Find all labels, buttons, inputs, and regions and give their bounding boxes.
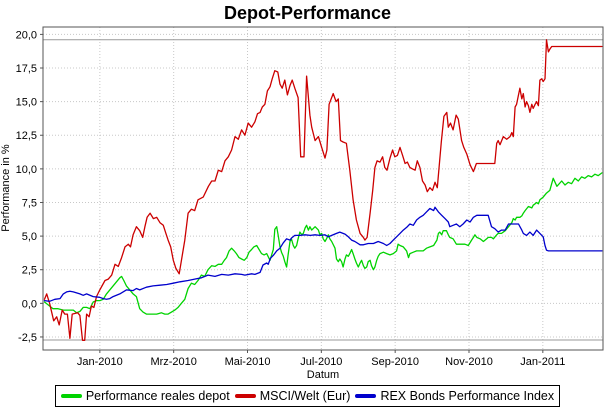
series-line-msci-welt-eur- bbox=[43, 39, 603, 341]
depot-line-swatch-icon bbox=[60, 394, 82, 398]
y-tick-label: 7,5 bbox=[22, 197, 37, 209]
x-tick-label: Jan-2011 bbox=[520, 356, 565, 368]
legend-item-msci: MSCI/Welt (Eur) bbox=[234, 389, 351, 403]
x-axis-title: Datum bbox=[306, 369, 340, 381]
x-tick-label: Mai-2010 bbox=[225, 356, 271, 368]
legend-label-rex: REX Bonds Performance Index bbox=[380, 389, 555, 403]
chart-title: Depot-Performance bbox=[223, 3, 392, 23]
legend-label-depot: Performance reales depot bbox=[85, 389, 230, 403]
rex-line-swatch-icon bbox=[355, 394, 377, 398]
legend: Performance reales depot MSCI/Welt (Eur)… bbox=[54, 385, 561, 407]
plot-border bbox=[42, 26, 604, 351]
series-line-performance-reales-depot bbox=[43, 172, 603, 315]
y-tick-label: 17,5 bbox=[16, 63, 37, 75]
y-tick-label: -2,5 bbox=[18, 332, 37, 344]
x-tick-label: Mrz-2010 bbox=[150, 356, 196, 368]
x-tick-label: Jan-2010 bbox=[77, 356, 123, 368]
legend-item-depot: Performance reales depot bbox=[60, 389, 230, 403]
y-tick-label: 15,0 bbox=[16, 97, 37, 109]
legend-item-rex: REX Bonds Performance Index bbox=[355, 389, 554, 403]
legend-label-msci: MSCI/Welt (Eur) bbox=[259, 389, 351, 403]
y-axis-title: Performance in % bbox=[0, 144, 12, 232]
x-tick-label: Sep-2010 bbox=[371, 356, 419, 368]
x-tick-label: Jul-2010 bbox=[300, 356, 342, 368]
msci-line-swatch-icon bbox=[234, 394, 256, 398]
y-tick-label: 5,0 bbox=[22, 231, 37, 243]
series-line-rex-bonds-performance-index bbox=[43, 206, 603, 302]
y-tick-label: 20,0 bbox=[16, 29, 37, 41]
y-tick-label: 12,5 bbox=[16, 130, 37, 142]
y-tick-label: 0,0 bbox=[22, 298, 37, 310]
y-tick-label: 10,0 bbox=[16, 164, 37, 176]
x-tick-label: Nov-2010 bbox=[445, 356, 493, 368]
plot-background bbox=[43, 27, 603, 350]
y-tick-label: 2,5 bbox=[22, 265, 37, 277]
